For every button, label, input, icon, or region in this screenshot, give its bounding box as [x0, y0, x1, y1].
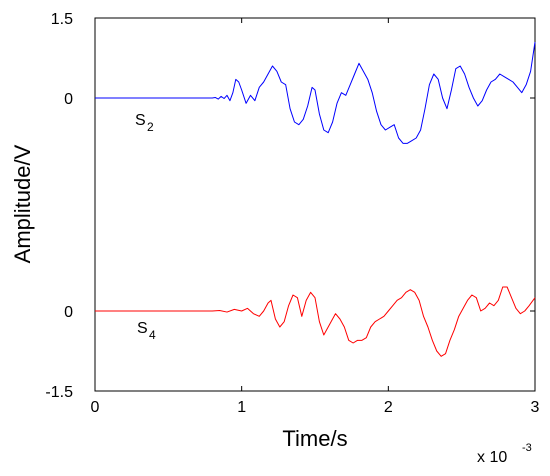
series-label: S [135, 112, 146, 129]
series-label: S [137, 320, 148, 337]
x-tick-label: 1 [237, 399, 246, 416]
y-tick-label: 0 [64, 91, 73, 108]
series-label-subscript: 2 [147, 120, 154, 134]
plot-frame [94, 17, 536, 392]
x-tick-label: 2 [384, 399, 393, 416]
x-axis-title: Time/s [282, 426, 347, 451]
series-line [95, 286, 536, 357]
y-tick-label: 0 [64, 304, 73, 321]
series-line [95, 41, 536, 144]
x-axis-multiplier: x 10 [477, 449, 507, 466]
series-label-subscript: 4 [149, 328, 156, 342]
x-tick-label: 3 [531, 399, 540, 416]
x-tick-label: 0 [91, 399, 100, 416]
x-axis-multiplier-exponent: -3 [522, 442, 532, 454]
y-tick-label: 1.5 [51, 11, 73, 28]
y-axis-title: Amplitude/V [10, 144, 35, 263]
chart-marks: 0 1 2 301.5S 2-1.50S 4 [45, 11, 539, 416]
y-tick-label: -1.5 [45, 384, 73, 401]
